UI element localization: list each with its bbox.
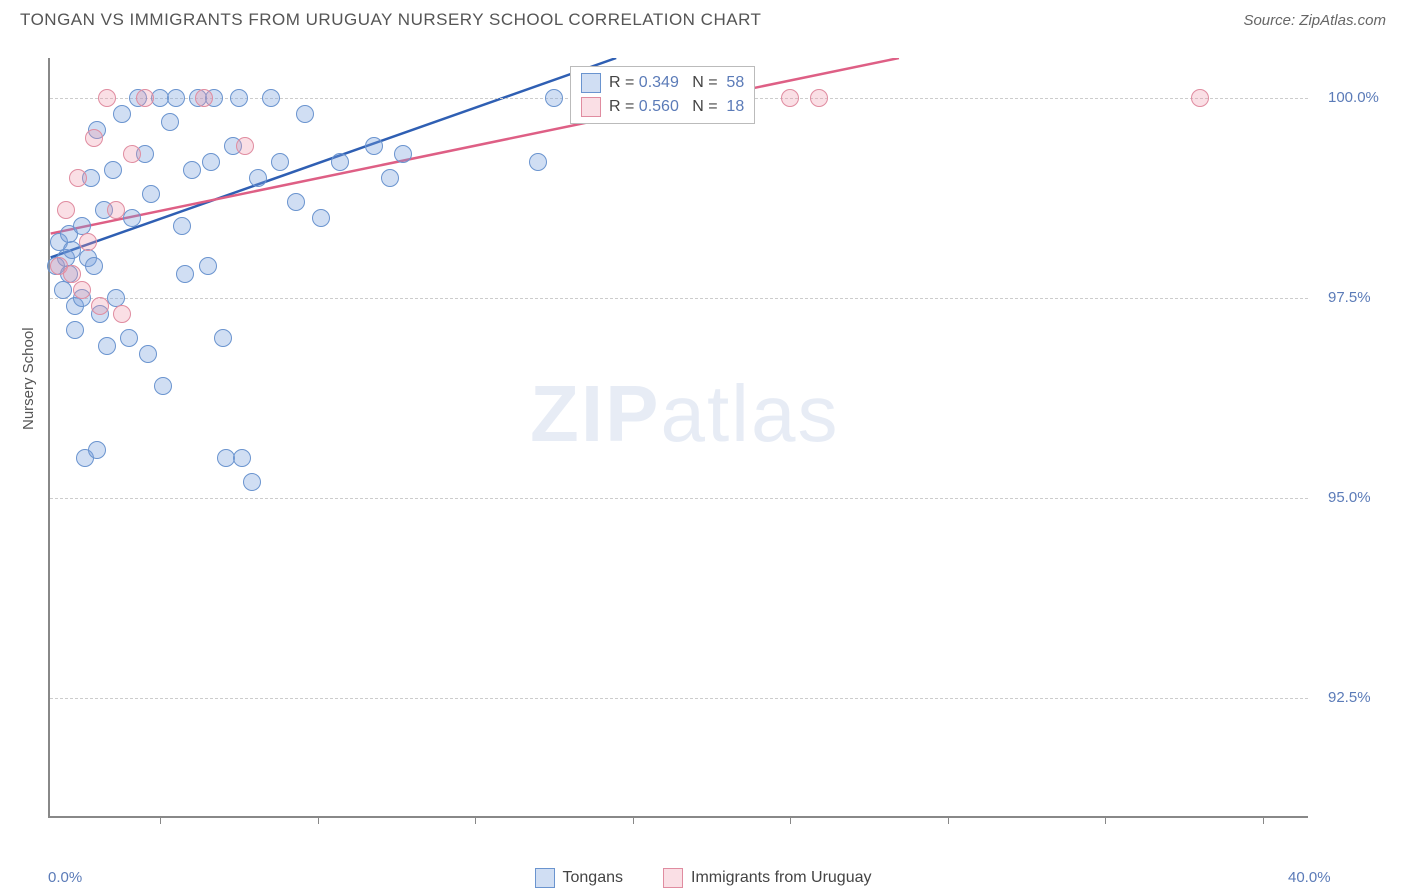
data-point — [296, 105, 314, 123]
legend-item-tongans: Tongans — [535, 868, 624, 888]
gridline — [50, 698, 1308, 699]
data-point — [154, 377, 172, 395]
y-axis-label: Nursery School — [20, 327, 37, 430]
data-point — [287, 193, 305, 211]
x-tick — [633, 816, 634, 824]
data-point — [236, 137, 254, 155]
data-point — [233, 449, 251, 467]
bottom-legend: Tongans Immigrants from Uruguay — [0, 868, 1406, 888]
data-point — [142, 185, 160, 203]
data-point — [810, 89, 828, 107]
swatch-icon — [581, 97, 601, 117]
data-point — [214, 329, 232, 347]
data-point — [113, 105, 131, 123]
x-tick — [1263, 816, 1264, 824]
data-point — [173, 217, 191, 235]
data-point — [249, 169, 267, 187]
x-tick — [318, 816, 319, 824]
data-point — [120, 329, 138, 347]
y-tick-label: 92.5% — [1328, 689, 1371, 706]
data-point — [312, 209, 330, 227]
legend-row: R = 0.349 N = 58 — [581, 71, 744, 95]
data-point — [202, 153, 220, 171]
swatch-icon — [535, 868, 555, 888]
data-point — [85, 257, 103, 275]
data-point — [104, 161, 122, 179]
data-point — [331, 153, 349, 171]
x-tick — [475, 816, 476, 824]
chart-header: TONGAN VS IMMIGRANTS FROM URUGUAY NURSER… — [0, 0, 1406, 35]
legend-stats: R = 0.560 N = 18 — [609, 98, 744, 116]
data-point — [63, 265, 81, 283]
x-right-label: 40.0% — [1288, 869, 1331, 886]
data-point — [123, 145, 141, 163]
gridline — [50, 498, 1308, 499]
source-label: Source: ZipAtlas.com — [1243, 12, 1386, 29]
data-point — [98, 337, 116, 355]
data-point — [394, 145, 412, 163]
x-tick — [1105, 816, 1106, 824]
gridline — [50, 298, 1308, 299]
data-point — [262, 89, 280, 107]
scatter-chart: ZIPatlas 92.5%95.0%97.5%100.0%R = 0.349 … — [48, 58, 1308, 818]
data-point — [529, 153, 547, 171]
data-point — [85, 129, 103, 147]
data-point — [139, 345, 157, 363]
data-point — [167, 89, 185, 107]
y-tick-label: 97.5% — [1328, 289, 1371, 306]
data-point — [123, 209, 141, 227]
data-point — [136, 89, 154, 107]
x-tick — [160, 816, 161, 824]
data-point — [781, 89, 799, 107]
y-tick-label: 100.0% — [1328, 89, 1379, 106]
data-point — [54, 281, 72, 299]
watermark-rest: atlas — [660, 369, 839, 458]
chart-title: TONGAN VS IMMIGRANTS FROM URUGUAY NURSER… — [20, 10, 761, 30]
data-point — [79, 233, 97, 251]
data-point — [66, 321, 84, 339]
data-point — [73, 281, 91, 299]
data-point — [381, 169, 399, 187]
correlation-legend: R = 0.349 N = 58 R = 0.560 N = 18 — [570, 66, 755, 124]
legend-row: R = 0.560 N = 18 — [581, 95, 744, 119]
y-tick-label: 95.0% — [1328, 489, 1371, 506]
data-point — [57, 201, 75, 219]
data-point — [199, 257, 217, 275]
data-point — [365, 137, 383, 155]
legend-stats: R = 0.349 N = 58 — [609, 74, 744, 92]
data-point — [545, 89, 563, 107]
swatch-icon — [663, 868, 683, 888]
data-point — [161, 113, 179, 131]
x-tick — [790, 816, 791, 824]
x-left-label: 0.0% — [48, 869, 82, 886]
trend-lines-svg — [50, 58, 1308, 816]
data-point — [88, 441, 106, 459]
data-point — [183, 161, 201, 179]
data-point — [98, 89, 116, 107]
legend-label: Tongans — [563, 869, 624, 887]
legend-item-uruguay: Immigrants from Uruguay — [663, 868, 872, 888]
legend-label: Immigrants from Uruguay — [691, 869, 872, 887]
data-point — [271, 153, 289, 171]
data-point — [230, 89, 248, 107]
x-tick — [948, 816, 949, 824]
watermark-text: ZIPatlas — [530, 368, 839, 460]
data-point — [113, 305, 131, 323]
data-point — [243, 473, 261, 491]
watermark-bold: ZIP — [530, 369, 660, 458]
data-point — [1191, 89, 1209, 107]
data-point — [176, 265, 194, 283]
swatch-icon — [581, 73, 601, 93]
